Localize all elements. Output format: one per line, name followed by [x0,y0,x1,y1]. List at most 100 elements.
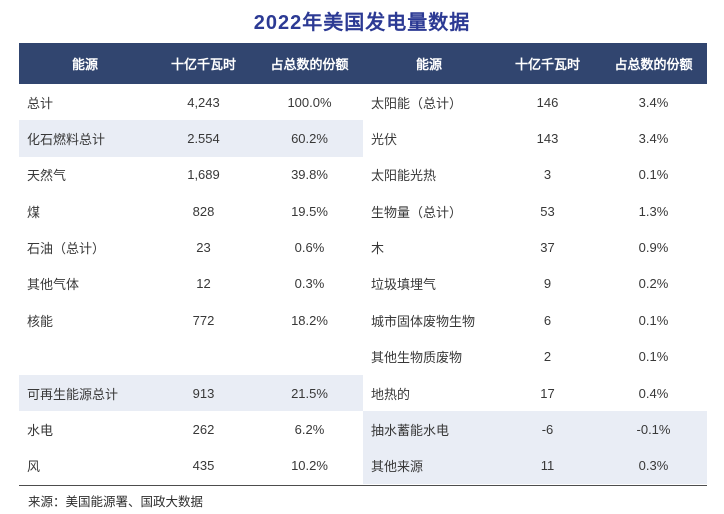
value-cell: 262 [192,421,215,437]
table-row: 总计 4,243 100.0% [19,84,363,120]
energy-name-cell: 木 [371,241,385,257]
value-cell: -6 [541,421,554,437]
value-cell: 772 [192,312,215,328]
table-row: 木 37 0.9% [363,229,707,265]
energy-name-cell: 太阳能（总计） [371,95,463,111]
table-header-right: 能源 十亿千瓦时 占总数的份额 [363,54,707,73]
table-header-left: 能源 十亿千瓦时 占总数的份额 [19,54,363,73]
table-row: 天然气 1,689 39.8% [19,157,363,193]
share-cell: 0.4% [638,385,669,401]
table-row: 其他气体 12 0.3% [19,266,363,302]
table-column-right: 太阳能（总计） 146 3.4% 光伏 143 3.4% 太阳能光热 3 0.1% 生物量（总计）… [363,84,707,484]
value-cell: 146 [536,94,559,110]
energy-name-cell: 城市固体废物生物 [371,313,476,329]
value-cell: 37 [540,240,555,256]
energy-name-cell: 化石燃料总计 [27,132,106,148]
energy-name-cell: 总计 [27,95,54,111]
value-cell: 2 [543,349,552,365]
value-cell: 12 [196,276,211,292]
share-cell: 0.2% [638,276,669,292]
table-row: 风 435 10.2% [19,448,363,484]
share-cell: 0.1% [638,167,669,183]
share-cell: 0.3% [294,276,325,292]
table-row: 太阳能（总计） 146 3.4% [363,84,707,120]
value-cell: 11 [540,458,555,474]
share-cell: 19.5% [291,203,328,219]
energy-name-cell: 煤 [27,204,41,220]
share-cell: 60.2% [291,131,328,147]
table-row: 地热的 17 0.4% [363,375,707,411]
header-energy-right: 能源 [415,57,442,72]
value-cell: 143 [536,131,559,147]
header-value-right: 十亿千瓦时 [514,57,580,72]
share-cell: 0.6% [294,240,325,256]
table-row: 太阳能光热 3 0.1% [363,157,707,193]
header-value-left: 十亿千瓦时 [170,57,236,72]
generation-data-table: 能源 十亿千瓦时 占总数的份额 能源 十亿千瓦时 占总数的份额 总计 4,243 1… [19,43,707,486]
value-cell: 6 [543,312,552,328]
energy-name-cell: 抽水蓄能水电 [371,422,450,438]
table-row: 其他生物质废物 2 0.1% [363,339,707,375]
share-cell: 0.9% [638,240,669,256]
table-row: 核能 772 18.2% [19,302,363,338]
page-title: 2022年美国发电量数据 [253,12,471,34]
share-cell: 10.2% [291,458,328,474]
share-cell: 0.3% [638,458,669,474]
energy-name-cell: 地热的 [371,386,411,402]
energy-name-cell: 核能 [27,313,54,329]
header-energy-left: 能源 [71,57,98,72]
value-cell: 17 [540,385,555,401]
energy-name-cell: 其他生物质废物 [371,350,463,366]
share-cell: 0.1% [638,349,669,365]
table-column-left: 总计 4,243 100.0% 化石燃料总计 2.554 60.2% 天然气 1,689 39.… [19,84,363,484]
share-cell: -0.1% [636,421,671,437]
share-cell: 21.5% [291,385,328,401]
value-cell: 1,689 [187,167,220,183]
value-cell: 4,243 [187,94,220,110]
table-row: 抽水蓄能水电 -6 -0.1% [363,411,707,448]
table-row: 垃圾填埋气 9 0.2% [363,266,707,302]
value-cell: 3 [543,167,552,183]
value-cell: 828 [192,203,215,219]
table-row: 煤 828 19.5% [19,193,363,229]
value-cell: 23 [196,240,211,256]
value-cell: 53 [540,203,555,219]
energy-name-cell: 生物量（总计） [371,204,463,220]
energy-name-cell: 石油（总计） [27,241,106,257]
share-cell: 3.4% [638,131,669,147]
value-cell: 913 [192,385,215,401]
table-row: 光伏 143 3.4% [363,120,707,156]
energy-name-cell: 水电 [27,422,54,438]
share-cell: 1.3% [638,203,669,219]
share-cell: 100.0% [287,94,332,110]
table-row: 其他来源 11 0.3% [363,447,707,484]
value-cell: 2.554 [187,131,220,147]
energy-name-cell: 可再生能源总计 [27,386,119,402]
header-share-left: 占总数的份额 [270,57,349,72]
table-row: 城市固体废物生物 6 0.1% [363,302,707,338]
header-share-right: 占总数的份额 [614,57,693,72]
share-cell: 39.8% [291,167,328,183]
energy-name-cell: 天然气 [27,168,67,184]
energy-name-cell: 太阳能光热 [371,168,437,184]
table-header-row: 能源 十亿千瓦时 占总数的份额 能源 十亿千瓦时 占总数的份额 [19,43,707,84]
share-cell: 3.4% [638,94,669,110]
table-row: 生物量（总计） 53 1.3% [363,193,707,229]
table-row: 水电 262 6.2% [19,411,363,447]
energy-name-cell: 其他来源 [371,459,424,475]
table-body: 总计 4,243 100.0% 化石燃料总计 2.554 60.2% 天然气 1,689 39.… [19,84,707,484]
share-cell: 18.2% [291,312,328,328]
source-note: 来源：美国能源署、国政大数据 [28,495,204,509]
share-cell: 0.1% [638,312,669,328]
table-row [19,339,363,375]
value-cell: 9 [543,276,552,292]
energy-name-cell: 光伏 [371,132,398,148]
energy-name-cell: 垃圾填埋气 [371,277,437,293]
table-bottom-rule [19,484,707,486]
value-cell: 435 [192,458,215,474]
table-row: 可再生能源总计 913 21.5% [19,374,363,412]
share-cell: 6.2% [294,421,325,437]
energy-name-cell: 风 [27,459,41,475]
energy-name-cell: 其他气体 [27,277,80,293]
